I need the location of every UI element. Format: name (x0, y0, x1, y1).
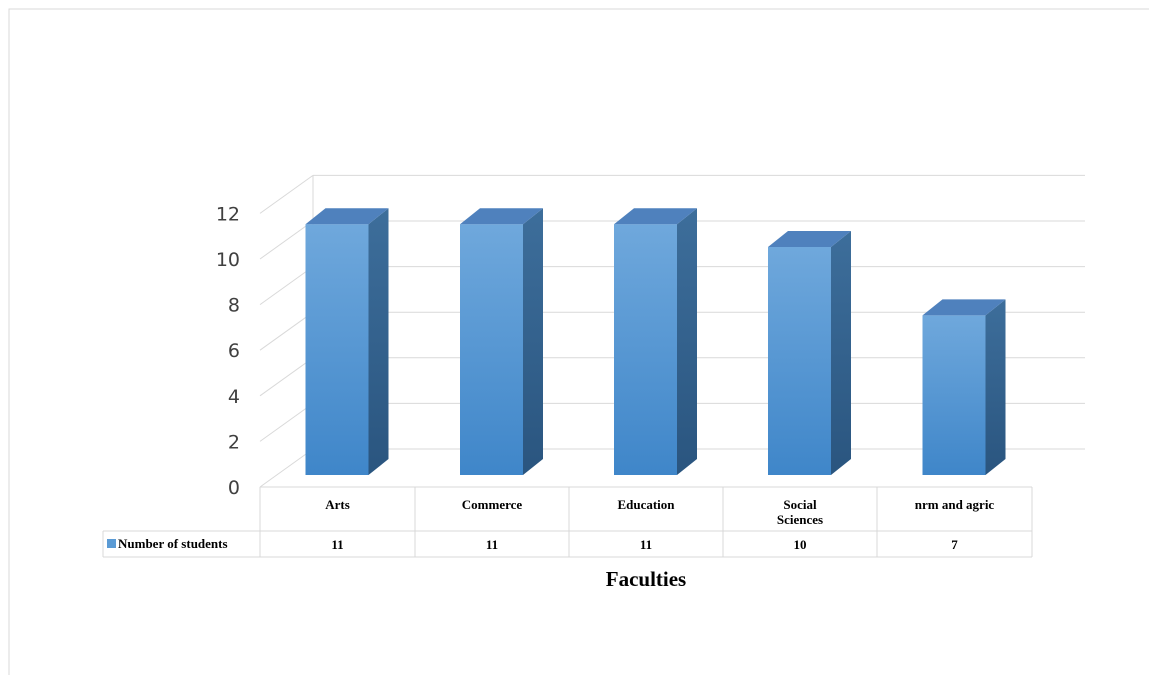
bar-side (985, 299, 1006, 475)
y-tick-label: 10 (216, 249, 240, 271)
gridline-side (259, 174, 314, 214)
data-table-value: 10 (794, 537, 807, 552)
bar (922, 299, 1006, 475)
gridline-side (259, 311, 314, 351)
gridline-side (259, 220, 314, 260)
bar-top (768, 231, 851, 247)
bar (768, 231, 851, 475)
data-table-value: 11 (331, 537, 343, 552)
chart-frame (8, 8, 1149, 675)
category-label: Arts (325, 497, 350, 512)
series-label: Number of students (118, 536, 228, 551)
category-label: Social Sciences (777, 497, 823, 527)
gridline-side (259, 448, 314, 488)
bar-side (523, 208, 543, 475)
x-axis-title: Faculties (606, 567, 686, 591)
bars (305, 208, 1006, 475)
y-tick-label: 2 (228, 431, 240, 453)
bar (460, 208, 543, 475)
data-table-value: 11 (640, 537, 652, 552)
y-tick-label: 8 (228, 295, 240, 317)
category-label: Education (617, 497, 675, 512)
y-axis-ticks: 0 2 4 6 8 10 12 (216, 203, 240, 499)
data-table-value: 11 (486, 537, 498, 552)
gridline-side (259, 402, 314, 442)
bar (614, 208, 697, 475)
bar-side (831, 231, 851, 475)
bar-top (922, 299, 1006, 316)
bar (305, 208, 389, 475)
gridline-side (259, 266, 314, 306)
data-table (102, 486, 1033, 558)
bar-front (922, 315, 986, 475)
bar-front (460, 224, 523, 475)
bar-front (305, 224, 369, 475)
y-tick-label: 0 (228, 477, 240, 499)
bar-front (614, 224, 677, 475)
data-table-values: 11 11 11 10 7 (331, 537, 958, 552)
y-tick-label: 12 (216, 203, 240, 225)
category-labels: Arts Commerce Education Social Sciences nrm a… (325, 497, 994, 527)
bar-front (768, 247, 831, 475)
legend-key (107, 539, 116, 548)
y-tick-label: 6 (228, 340, 240, 362)
category-label: Commerce (462, 497, 523, 512)
bar-top (305, 208, 389, 225)
bar-side (368, 208, 389, 475)
data-table-value: 7 (951, 537, 958, 552)
bar-top (460, 208, 543, 225)
gridline-side (259, 357, 314, 397)
y-tick-label: 4 (228, 386, 240, 408)
category-label: nrm and agric (915, 497, 995, 512)
bar-side (677, 208, 697, 475)
bar-top (614, 208, 697, 225)
